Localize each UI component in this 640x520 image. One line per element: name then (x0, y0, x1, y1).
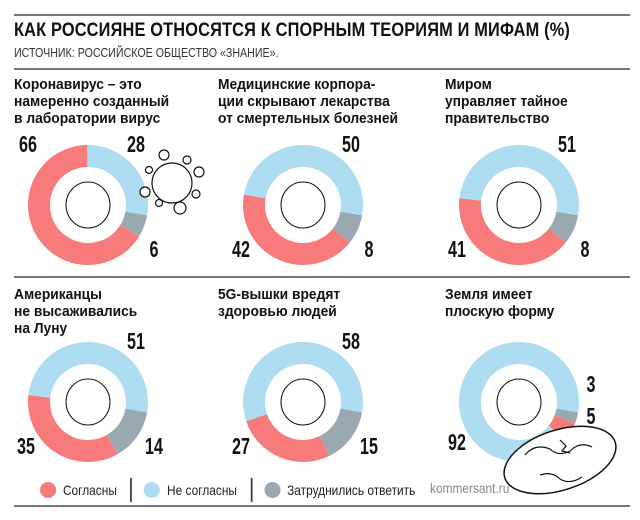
value-label-disagree: 92 (448, 430, 466, 455)
value-label-disagree: 58 (342, 329, 360, 354)
donut-slice-unsure (106, 408, 148, 455)
virus-icon (139, 149, 205, 215)
donut-chart-1: 66 28 6 (19, 132, 158, 265)
donut-slice-agree (459, 198, 566, 265)
donut-chart-4: 35 51 14 (17, 329, 163, 463)
donut-slice-disagree (28, 342, 148, 413)
inner-circle-outline (280, 378, 326, 426)
value-label-disagree: 51 (558, 132, 576, 157)
inner-circle-outline (65, 181, 111, 229)
donut-chart-2: 42 50 8 (232, 132, 374, 266)
value-label-disagree: 28 (127, 132, 145, 157)
legend-swatch-disagree (144, 482, 161, 498)
chart-title: КАК РОССИЯНЕ ОТНОСЯТСЯ К СПОРНЫМ ТЕОРИЯМ… (14, 20, 571, 41)
value-label-agree: 42 (232, 237, 250, 262)
value-label-agree: 41 (448, 237, 466, 262)
donut-slice-agree (246, 414, 330, 462)
donut-slice-unsure (554, 408, 579, 424)
legend-separator (250, 478, 253, 502)
legend-label-agree: Согласны (62, 482, 117, 498)
value-label-unsure: 6 (150, 237, 159, 262)
header-divider (14, 68, 630, 70)
donut-slice-disagree (87, 145, 149, 216)
donut-slice-agree (27, 395, 118, 463)
donut-slice-unsure (319, 408, 363, 456)
legend-label-disagree: Не согласны (167, 482, 237, 498)
inner-circle-outline (65, 378, 111, 426)
value-label-agree: 27 (232, 434, 250, 459)
donut-slice-unsure (548, 211, 579, 243)
row-divider (14, 276, 630, 278)
question-4: Американцы не высаживались на Луну (14, 286, 138, 337)
donut-slice-unsure (120, 211, 148, 237)
donut-slice-unsure (332, 211, 363, 243)
bottom-divider (14, 505, 630, 507)
legend-label-unsure: Затруднились ответить (287, 482, 416, 498)
legend-separator (130, 478, 133, 502)
donut-chart-5: 27 58 15 (232, 329, 378, 462)
donut-slice-disagree (243, 145, 363, 216)
value-label-unsure: 14 (145, 434, 163, 459)
donut-slice-agree (28, 145, 140, 265)
donut-slice-disagree (459, 144, 580, 216)
value-label-agree: 66 (19, 132, 37, 157)
value-label-agree: 5 (587, 404, 596, 429)
donut-slice-disagree (243, 342, 364, 422)
inner-circle-outline (496, 378, 542, 426)
question-3: Миром управляет тайное правительство (445, 76, 568, 127)
value-label-unsure: 3 (587, 372, 596, 397)
donut-chart-3: 41 51 8 (448, 132, 589, 265)
question-5: 5G-вышки вредят здоровью людей (218, 286, 341, 320)
chart-source: ИСТОЧНИК: РОССИЙСКОЕ ОБЩЕСТВО «ЗНАНИЕ». (14, 45, 279, 60)
globe-icon (503, 425, 617, 495)
donut-slice-agree (243, 194, 350, 266)
question-6: Земля имеет плоскую форму (445, 286, 555, 320)
question-2: Медицинские корпора- ции скрывают лекарс… (218, 76, 399, 127)
value-label-unsure: 15 (360, 434, 378, 459)
top-divider (14, 14, 630, 16)
legend: Согласны Не согласны Затруднились ответи… (40, 478, 415, 502)
value-label-disagree: 50 (342, 132, 360, 157)
value-label-unsure: 8 (581, 237, 590, 262)
legend-swatch-agree (40, 482, 57, 498)
inner-circle-outline (280, 181, 326, 229)
value-label-agree: 35 (17, 434, 35, 459)
value-label-unsure: 8 (365, 237, 374, 262)
brand-label: kommersant.ru (430, 480, 510, 496)
legend-swatch-unsure (264, 482, 281, 498)
inner-circle-outline (496, 181, 542, 229)
value-label-disagree: 51 (127, 329, 145, 354)
question-1: Коронавирус – это намеренно созданный в … (14, 76, 170, 127)
